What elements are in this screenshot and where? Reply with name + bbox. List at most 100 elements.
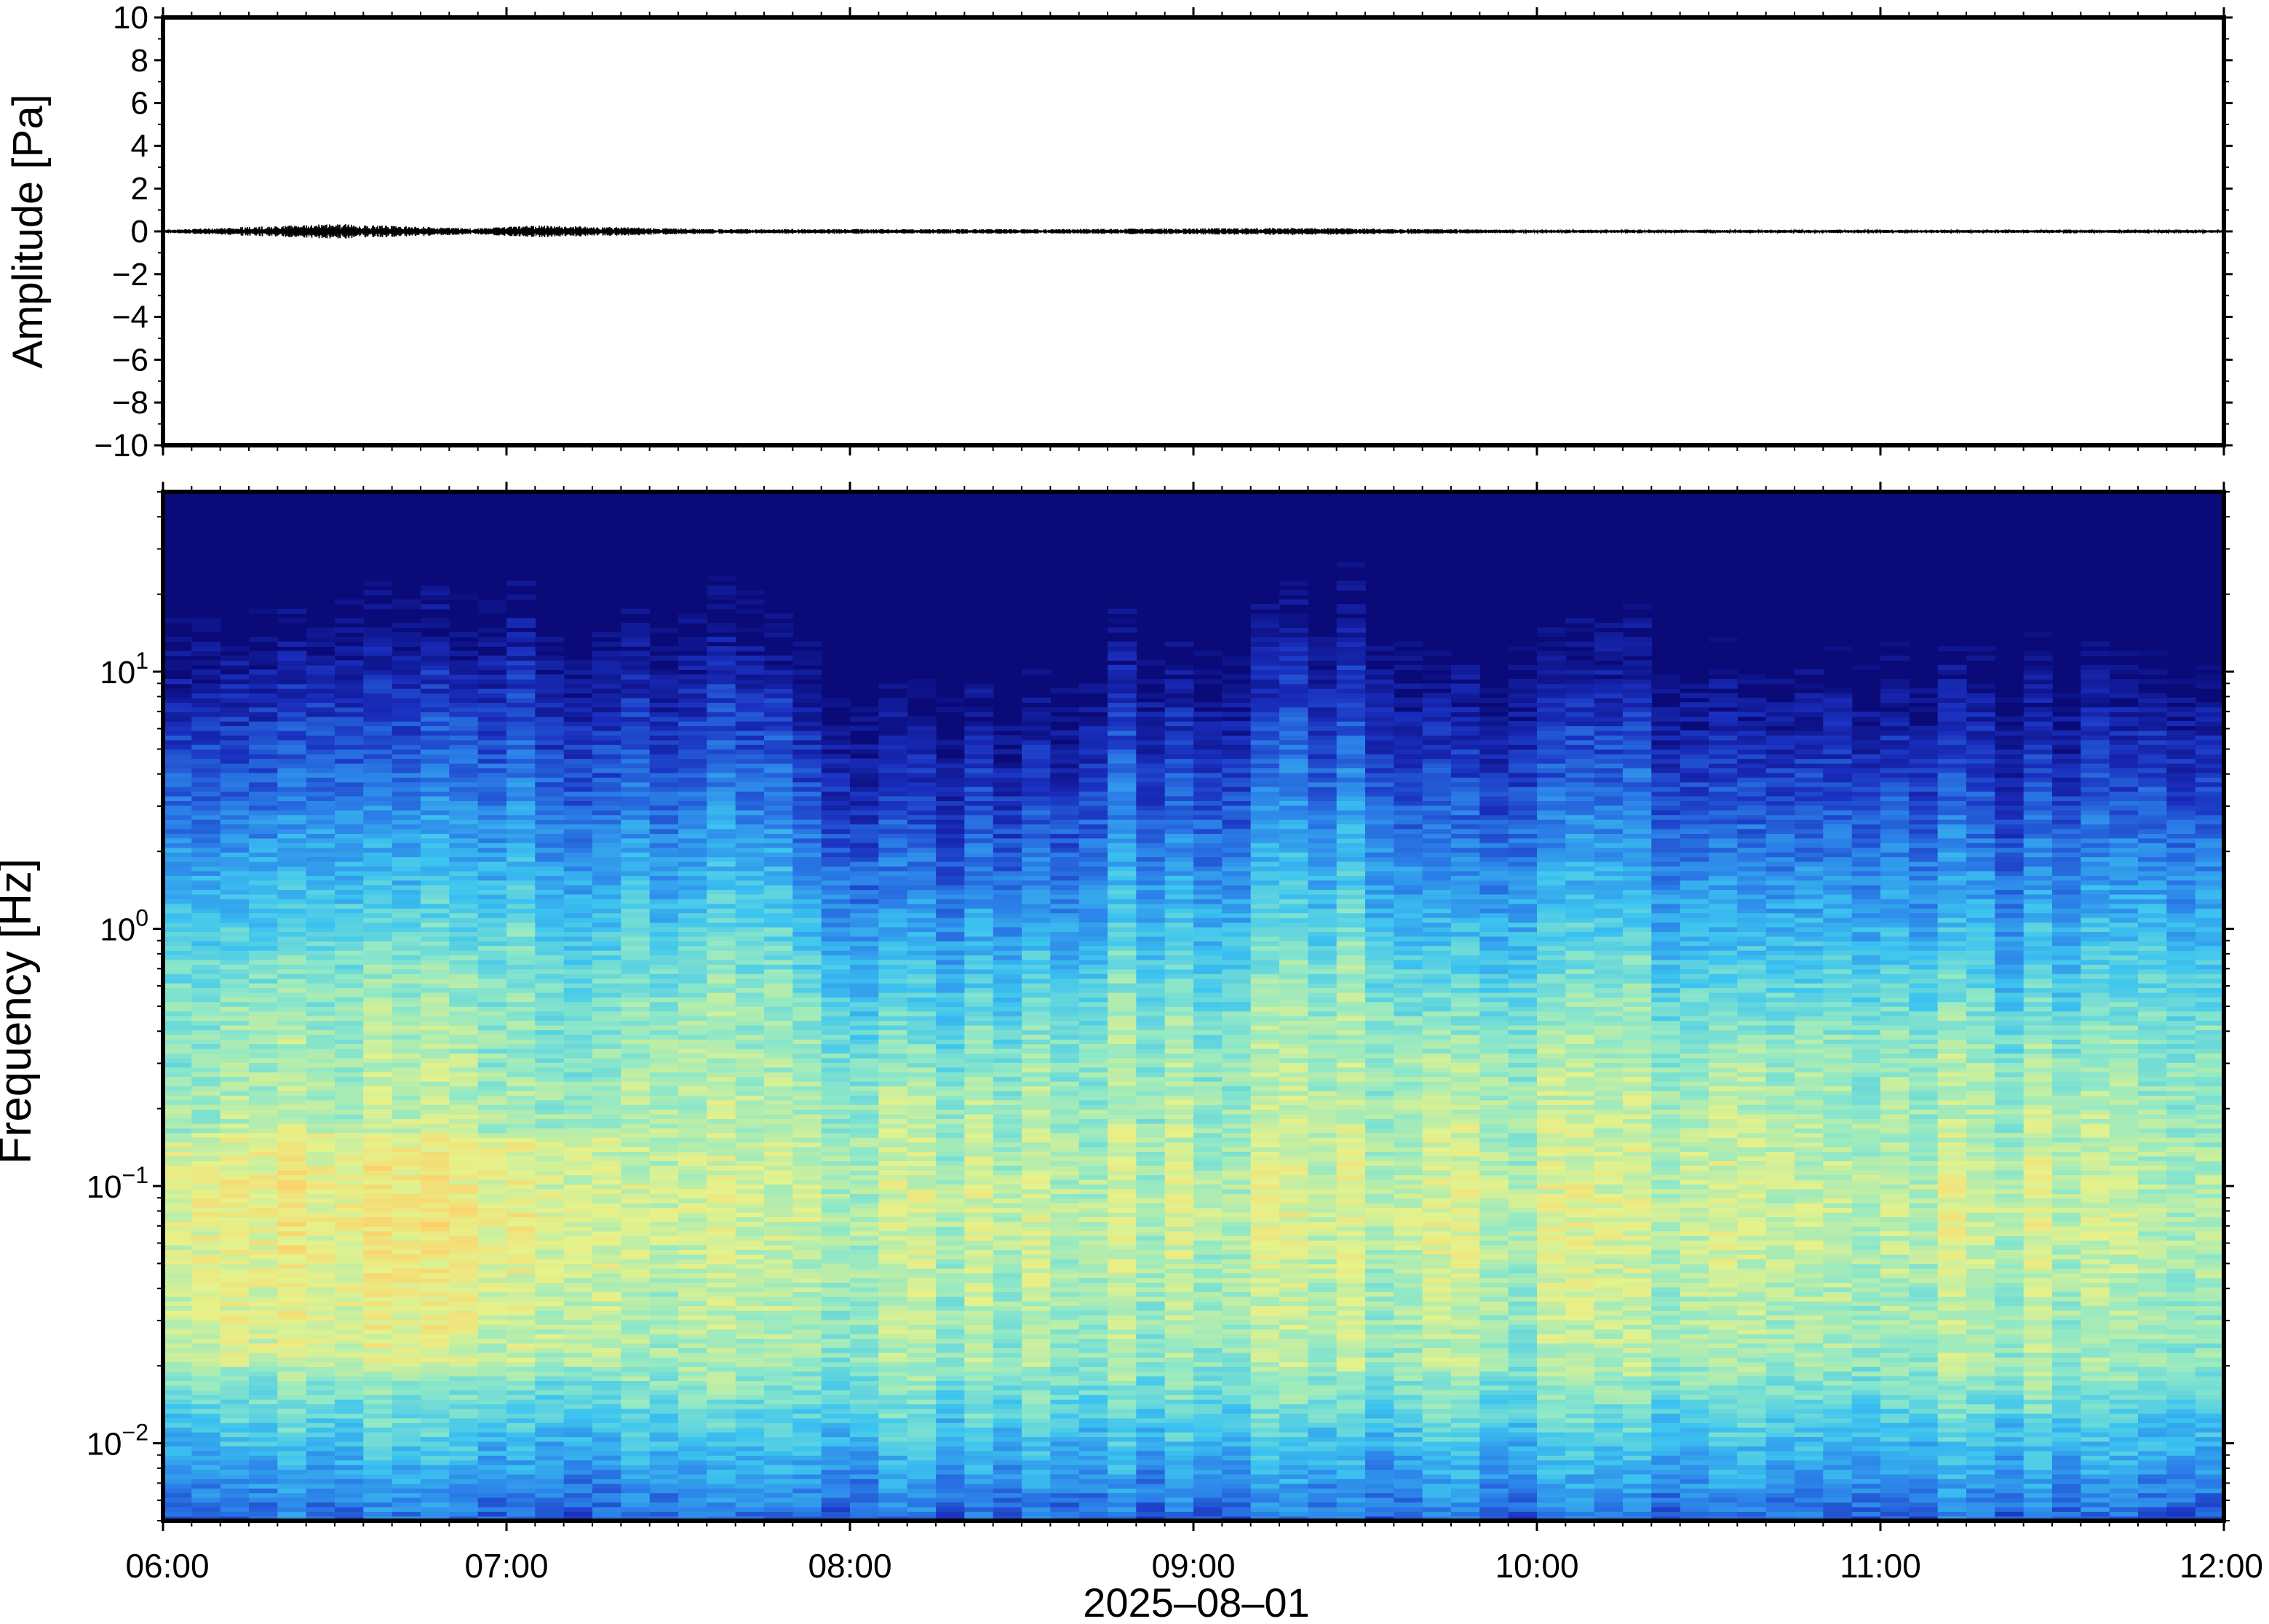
spectrogram-cell (163, 716, 193, 722)
spectrogram-cell (535, 866, 565, 872)
spectrogram-cell (335, 1109, 365, 1115)
spectrogram-cell (449, 1502, 479, 1508)
spectrogram-cell (392, 922, 421, 928)
spectrogram-cell (764, 753, 794, 760)
spectrogram-cell (649, 706, 679, 712)
spectrogram-cell (678, 1067, 708, 1072)
spectrogram-cell (506, 1319, 536, 1325)
spectrogram-cell (335, 1375, 365, 1381)
spectrogram-cell (821, 917, 851, 923)
spectrogram-cell (335, 720, 365, 727)
spectrogram-cell (878, 1034, 908, 1040)
spectrogram-cell (678, 702, 708, 708)
spectrogram-cell (449, 1404, 479, 1409)
spectrogram-cell (477, 1072, 507, 1078)
spectrogram-cell (363, 1006, 393, 1012)
spectrogram-cell (277, 1057, 307, 1063)
spectrogram-cell (850, 810, 880, 816)
spectrogram-cell (735, 982, 765, 989)
spectrogram-cell (335, 716, 365, 722)
spectrogram-cell (392, 772, 421, 778)
spectrogram-cell (649, 1015, 679, 1022)
spectrogram-cell (735, 1338, 765, 1344)
spectrogram-cell (506, 739, 536, 745)
spectrogram-cell (421, 688, 450, 694)
spectrogram-cell (764, 1366, 794, 1372)
spectrogram-cell (764, 1146, 794, 1152)
spectrogram-cell (191, 968, 221, 974)
spectrogram-cell (306, 688, 335, 694)
spectrogram-cell (449, 1067, 479, 1072)
spectrogram-cell (392, 1408, 421, 1414)
spectrogram-cell (163, 1460, 193, 1465)
spectrogram-cell (477, 828, 507, 834)
spectrogram-cell (764, 1113, 794, 1119)
spectrogram-cell (220, 1221, 250, 1227)
spectrogram-cell (392, 1263, 421, 1269)
spectrogram-cell (477, 870, 507, 876)
spectrogram-cell (563, 978, 593, 984)
spectrogram-cell (621, 1398, 651, 1405)
spectrogram-cell (850, 955, 880, 960)
spectrogram-cell (707, 1286, 736, 1292)
spectrogram-cell (277, 1230, 307, 1236)
spectrogram-cell (764, 899, 794, 904)
spectrogram-cell (735, 889, 765, 895)
spectrogram-cell (764, 706, 794, 712)
spectrogram-cell (277, 978, 307, 984)
spectrogram-cell (621, 1104, 651, 1110)
spectrogram-cell (163, 1469, 193, 1475)
spectrogram-cell (421, 1441, 450, 1446)
spectrogram-cell (621, 1161, 651, 1166)
spectrogram-cell (621, 1427, 651, 1433)
spectrogram-cell (735, 1001, 765, 1007)
spectrogram-cell (163, 1259, 193, 1265)
spectrogram-cell (220, 1188, 250, 1194)
spectrogram-cell (249, 706, 279, 712)
spectrogram-cell (477, 1422, 507, 1428)
spectrogram-cell (592, 805, 622, 811)
spectrogram-cell (792, 856, 822, 862)
spectrogram-cell (621, 650, 651, 656)
spectrogram-cell (477, 1165, 507, 1171)
spectrogram-cell (363, 1174, 393, 1180)
spectrogram-cell (821, 824, 851, 829)
spectrogram-cell (821, 1263, 851, 1269)
spectrogram-cell (335, 735, 365, 741)
spectrogram-cell (506, 903, 536, 909)
spectrogram-cell (335, 843, 365, 848)
spectrogram-cell (163, 805, 193, 811)
spectrogram-cell (592, 941, 622, 947)
spectrogram-cell (850, 1282, 880, 1288)
spectrogram-cell (735, 884, 765, 891)
spectrogram-cell (392, 1254, 421, 1259)
spectrogram-cell (535, 1086, 565, 1091)
spectrogram-cell (535, 1161, 565, 1166)
spectrogram-cell (792, 978, 822, 984)
spectrogram-cell (735, 1408, 765, 1414)
spectrogram-cell (506, 1497, 536, 1503)
spectrogram-cell (621, 1464, 651, 1470)
spectrogram-cell (363, 1282, 393, 1288)
spectrogram-cell (535, 777, 565, 783)
spectrogram-cell (506, 777, 536, 783)
spectrogram-cell (363, 1286, 393, 1292)
spectrogram-cell (764, 936, 794, 942)
spectrogram-cell (477, 660, 507, 666)
spectrogram-cell (335, 1286, 365, 1292)
spectrogram-cell (449, 772, 479, 778)
spectrogram-cell (335, 1357, 365, 1363)
spectrogram-cell (735, 1053, 765, 1059)
spectrogram-cell (506, 646, 536, 652)
spectrogram-cell (821, 1048, 851, 1054)
spectrogram-cell (821, 1342, 851, 1348)
spectrogram-cell (392, 828, 421, 834)
spectrogram-cell (850, 744, 880, 750)
spectrogram-cell (392, 1030, 421, 1035)
spectrogram-cell (707, 1338, 736, 1344)
spectrogram-cell (392, 1492, 421, 1498)
spectrogram-cell (678, 1165, 708, 1171)
spectrogram-cell (477, 697, 507, 703)
spectrogram-cell (306, 889, 335, 895)
spectrogram-cell (220, 688, 250, 694)
